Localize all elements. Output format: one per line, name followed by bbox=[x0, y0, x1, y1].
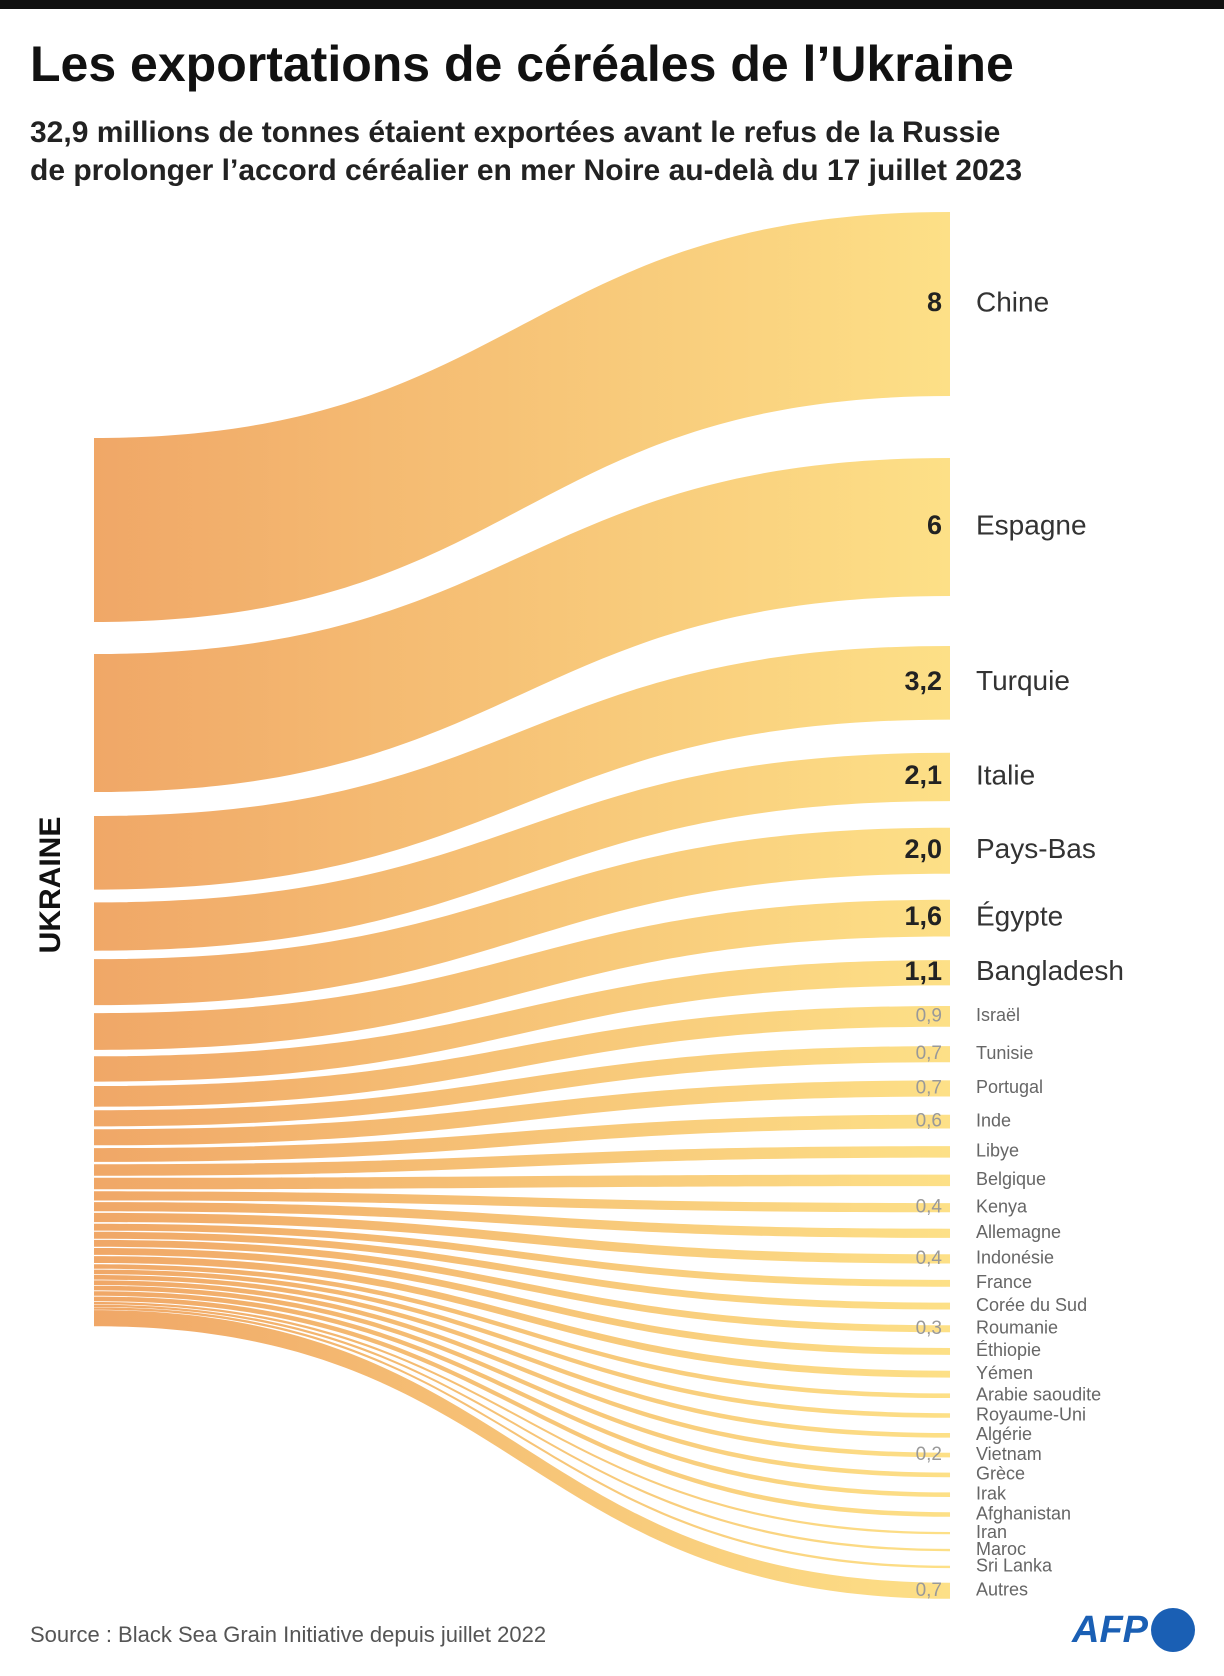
flow bbox=[94, 1275, 950, 1438]
category-label: Éthiopie bbox=[976, 1340, 1041, 1360]
value-label: 0,4 bbox=[916, 1248, 943, 1269]
value-label: 6 bbox=[927, 510, 942, 540]
flow bbox=[94, 1307, 950, 1569]
category-label: Pays-Bas bbox=[976, 833, 1096, 864]
flow bbox=[94, 1285, 950, 1478]
value-label: 1,1 bbox=[904, 956, 942, 986]
top-bar bbox=[0, 0, 1224, 9]
category-label: Kenya bbox=[976, 1196, 1028, 1216]
flow bbox=[94, 1231, 950, 1310]
flow bbox=[94, 1202, 950, 1238]
credit-logo: AFP bbox=[1071, 1609, 1149, 1651]
flow bbox=[94, 1256, 950, 1378]
category-label: Royaume-Uni bbox=[976, 1404, 1086, 1424]
value-label: 1,6 bbox=[904, 901, 942, 931]
category-label: Allemagne bbox=[976, 1222, 1061, 1242]
value-label: 2,0 bbox=[904, 834, 942, 864]
category-label: Grèce bbox=[976, 1464, 1025, 1484]
source-node-label: UKRAINE bbox=[34, 817, 67, 954]
category-label: Irak bbox=[976, 1483, 1007, 1503]
value-label: 0,7 bbox=[916, 1043, 942, 1064]
flow bbox=[94, 646, 950, 890]
category-label: Iran bbox=[976, 1522, 1007, 1542]
value-label: 0,9 bbox=[916, 1005, 942, 1026]
flow bbox=[94, 1269, 950, 1418]
flow bbox=[94, 1146, 950, 1176]
flow bbox=[94, 1310, 950, 1599]
category-label: Libye bbox=[976, 1141, 1019, 1161]
category-label: Italie bbox=[976, 759, 1035, 790]
flow bbox=[94, 1212, 950, 1264]
flow bbox=[94, 960, 950, 1082]
category-label: Arabie saoudite bbox=[976, 1384, 1101, 1404]
category-label: Espagne bbox=[976, 509, 1087, 540]
value-label: 0,4 bbox=[916, 1197, 943, 1218]
logo-circle bbox=[1151, 1608, 1195, 1652]
value-label: 0,3 bbox=[916, 1318, 942, 1339]
category-label: Bangladesh bbox=[976, 955, 1124, 986]
flow bbox=[94, 827, 950, 1006]
value-label: 0,7 bbox=[916, 1580, 942, 1601]
chart-subtitle: de prolonger l’accord céréalier en mer N… bbox=[30, 154, 1022, 187]
flow bbox=[94, 1223, 950, 1287]
chart-subtitle: 32,9 millions de tonnes étaient exportée… bbox=[30, 116, 1000, 149]
category-label: Afghanistan bbox=[976, 1503, 1071, 1523]
flow bbox=[94, 1302, 950, 1535]
category-label: Sri Lanka bbox=[976, 1556, 1053, 1576]
category-label: Turquie bbox=[976, 665, 1070, 696]
flow bbox=[94, 1304, 950, 1552]
category-label: Autres bbox=[976, 1580, 1028, 1600]
flow bbox=[94, 1046, 950, 1127]
value-label: 0,6 bbox=[916, 1111, 942, 1132]
value-label: 0,7 bbox=[916, 1077, 942, 1098]
category-label: Belgique bbox=[976, 1169, 1046, 1189]
value-label: 8 bbox=[927, 287, 942, 317]
category-label: Maroc bbox=[976, 1539, 1026, 1559]
flow bbox=[94, 1296, 950, 1517]
flow bbox=[94, 458, 950, 792]
category-label: Israël bbox=[976, 1005, 1020, 1025]
category-label: Vietnam bbox=[976, 1444, 1042, 1464]
flow bbox=[94, 1239, 950, 1333]
category-label: Inde bbox=[976, 1110, 1011, 1130]
flow bbox=[94, 1291, 950, 1497]
category-label: Yémen bbox=[976, 1363, 1033, 1383]
category-label: Algérie bbox=[976, 1424, 1032, 1444]
category-label: Portugal bbox=[976, 1077, 1043, 1097]
flow bbox=[94, 1080, 950, 1146]
value-label: 2,1 bbox=[904, 760, 942, 790]
category-label: Chine bbox=[976, 286, 1049, 317]
source-note: Source : Black Sea Grain Initiative depu… bbox=[30, 1622, 546, 1647]
flow bbox=[94, 1174, 950, 1190]
flow bbox=[94, 1191, 950, 1213]
value-label: 3,2 bbox=[904, 666, 942, 696]
flow bbox=[94, 899, 950, 1050]
flow bbox=[94, 1006, 950, 1107]
category-label: Corée du Sud bbox=[976, 1295, 1087, 1315]
category-label: Indonésie bbox=[976, 1248, 1054, 1268]
value-label: 0,2 bbox=[916, 1444, 942, 1465]
category-label: France bbox=[976, 1272, 1032, 1292]
flow bbox=[94, 1114, 950, 1162]
category-label: Roumanie bbox=[976, 1318, 1058, 1338]
flow bbox=[94, 1280, 950, 1458]
flow bbox=[94, 752, 950, 951]
flow bbox=[94, 1264, 950, 1398]
category-label: Égypte bbox=[976, 900, 1063, 931]
flow bbox=[94, 1248, 950, 1355]
flow bbox=[94, 212, 950, 622]
category-label: Tunisie bbox=[976, 1043, 1033, 1063]
chart-title: Les exportations de céréales de l’Ukrain… bbox=[30, 36, 1014, 92]
